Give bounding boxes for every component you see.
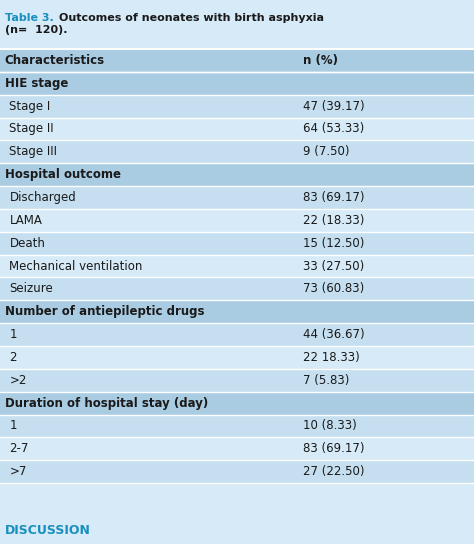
FancyBboxPatch shape bbox=[0, 369, 474, 392]
Text: HIE stage: HIE stage bbox=[5, 77, 68, 90]
FancyBboxPatch shape bbox=[0, 415, 474, 437]
FancyBboxPatch shape bbox=[0, 392, 474, 415]
Text: 83 (69.17): 83 (69.17) bbox=[303, 442, 365, 455]
FancyBboxPatch shape bbox=[0, 323, 474, 346]
Text: >2: >2 bbox=[9, 374, 27, 387]
Text: Characteristics: Characteristics bbox=[5, 54, 105, 67]
Text: 7 (5.83): 7 (5.83) bbox=[303, 374, 350, 387]
Text: 22 (18.33): 22 (18.33) bbox=[303, 214, 365, 227]
Text: Table 3.: Table 3. bbox=[5, 14, 54, 23]
Text: 2-7: 2-7 bbox=[9, 442, 29, 455]
Text: 83 (69.17): 83 (69.17) bbox=[303, 191, 365, 204]
Text: 15 (12.50): 15 (12.50) bbox=[303, 237, 365, 250]
Text: Stage III: Stage III bbox=[9, 145, 57, 158]
Text: DISCUSSION: DISCUSSION bbox=[5, 524, 91, 537]
Text: Seizure: Seizure bbox=[9, 282, 53, 295]
Text: Duration of hospital stay (day): Duration of hospital stay (day) bbox=[5, 397, 208, 410]
Text: (n=  120).: (n= 120). bbox=[5, 26, 67, 35]
Text: >7: >7 bbox=[9, 465, 27, 478]
FancyBboxPatch shape bbox=[0, 118, 474, 140]
Text: 9 (7.50): 9 (7.50) bbox=[303, 145, 350, 158]
Text: n (%): n (%) bbox=[303, 54, 338, 67]
Text: Stage I: Stage I bbox=[9, 100, 51, 113]
FancyBboxPatch shape bbox=[0, 209, 474, 232]
FancyBboxPatch shape bbox=[0, 95, 474, 118]
Text: 22 18.33): 22 18.33) bbox=[303, 351, 360, 364]
FancyBboxPatch shape bbox=[0, 186, 474, 209]
FancyBboxPatch shape bbox=[0, 255, 474, 277]
Text: 1: 1 bbox=[9, 419, 17, 432]
Text: 1: 1 bbox=[9, 328, 17, 341]
Text: Hospital outcome: Hospital outcome bbox=[5, 168, 121, 181]
Text: Number of antiepileptic drugs: Number of antiepileptic drugs bbox=[5, 305, 204, 318]
Text: 10 (8.33): 10 (8.33) bbox=[303, 419, 357, 432]
Text: LAMA: LAMA bbox=[9, 214, 42, 227]
FancyBboxPatch shape bbox=[0, 163, 474, 186]
Text: 64 (53.33): 64 (53.33) bbox=[303, 122, 365, 135]
Text: Outcomes of neonates with birth asphyxia: Outcomes of neonates with birth asphyxia bbox=[59, 14, 324, 23]
FancyBboxPatch shape bbox=[0, 277, 474, 300]
Text: Discharged: Discharged bbox=[9, 191, 76, 204]
FancyBboxPatch shape bbox=[0, 232, 474, 255]
FancyBboxPatch shape bbox=[0, 49, 474, 72]
Text: 2: 2 bbox=[9, 351, 17, 364]
Text: Death: Death bbox=[9, 237, 46, 250]
Text: 44 (36.67): 44 (36.67) bbox=[303, 328, 365, 341]
Text: Stage II: Stage II bbox=[9, 122, 54, 135]
FancyBboxPatch shape bbox=[0, 140, 474, 163]
FancyBboxPatch shape bbox=[0, 437, 474, 460]
FancyBboxPatch shape bbox=[0, 0, 474, 49]
Text: 27 (22.50): 27 (22.50) bbox=[303, 465, 365, 478]
Text: 73 (60.83): 73 (60.83) bbox=[303, 282, 365, 295]
Text: Mechanical ventilation: Mechanical ventilation bbox=[9, 259, 143, 273]
FancyBboxPatch shape bbox=[0, 460, 474, 483]
FancyBboxPatch shape bbox=[0, 300, 474, 323]
Text: 33 (27.50): 33 (27.50) bbox=[303, 259, 365, 273]
FancyBboxPatch shape bbox=[0, 346, 474, 369]
FancyBboxPatch shape bbox=[0, 72, 474, 95]
Text: 47 (39.17): 47 (39.17) bbox=[303, 100, 365, 113]
